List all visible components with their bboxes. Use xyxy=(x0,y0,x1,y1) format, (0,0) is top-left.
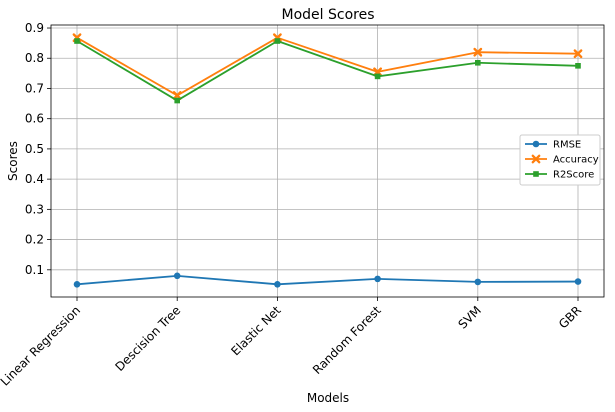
legend: RMSE Accuracy R2Score xyxy=(519,134,601,186)
y-axis-ticks: 0.1 0.2 0.3 0.4 0.5 0.6 0.7 0.8 0.9 xyxy=(25,21,51,277)
data-point xyxy=(374,275,381,283)
grid-layer xyxy=(51,25,604,297)
legend-label: R2Score xyxy=(553,170,594,181)
x-tick-label: Linear Regression xyxy=(0,303,83,388)
series-rmse xyxy=(73,272,582,288)
series-accuracy xyxy=(72,33,583,100)
series-r2score xyxy=(74,38,581,104)
legend-label: RMSE xyxy=(553,140,581,151)
series-line xyxy=(76,40,579,102)
plot-area-frame xyxy=(50,24,605,298)
y-tick-label: 0.1 xyxy=(25,263,44,277)
data-point xyxy=(573,49,583,59)
y-tick-label: 0.9 xyxy=(25,21,44,35)
data-point xyxy=(575,63,581,69)
y-tick-label: 0.2 xyxy=(25,233,44,247)
y-tick-label: 0.3 xyxy=(25,202,44,216)
y-tick-label: 0.4 xyxy=(25,172,44,186)
data-point xyxy=(73,281,81,288)
series-line xyxy=(76,36,579,97)
data-point xyxy=(173,272,181,280)
data-point xyxy=(74,38,80,44)
y-axis-label: Scores xyxy=(6,141,20,181)
x-tick-label: GBR xyxy=(556,303,584,331)
legend-entry: RMSE xyxy=(525,140,581,151)
data-point xyxy=(474,278,482,286)
x-axis-label: Models xyxy=(307,391,349,405)
x-tick-label: Random Forest xyxy=(310,303,384,377)
data-point xyxy=(274,281,281,288)
data-point xyxy=(574,278,582,285)
x-tick-label: Descision Tree xyxy=(113,303,184,374)
data-point xyxy=(174,97,180,104)
x-axis-ticks: Linear Regression Descision Tree Elastic N… xyxy=(0,297,584,389)
x-tick-label: Elastic Net xyxy=(228,303,283,358)
data-point xyxy=(374,73,381,80)
data-point xyxy=(172,91,182,100)
y-tick-label: 0.6 xyxy=(25,112,44,126)
chart-title: Model Scores xyxy=(282,7,375,23)
y-tick-label: 0.8 xyxy=(25,51,44,65)
data-point xyxy=(473,47,483,57)
data-point xyxy=(475,59,481,66)
series-line xyxy=(76,274,579,286)
series-layer xyxy=(72,33,583,288)
y-tick-label: 0.5 xyxy=(25,142,44,156)
legend-marker xyxy=(533,171,539,177)
legend-label: Accuracy xyxy=(553,155,599,166)
legend-entry: R2Score xyxy=(525,170,594,181)
legend-marker xyxy=(531,154,541,164)
legend-box xyxy=(519,134,601,186)
x-tick-label: SVM xyxy=(456,303,484,331)
legend-marker xyxy=(532,140,540,148)
data-point xyxy=(274,38,281,44)
y-tick-label: 0.7 xyxy=(25,81,44,95)
legend-entry: Accuracy xyxy=(525,155,599,166)
